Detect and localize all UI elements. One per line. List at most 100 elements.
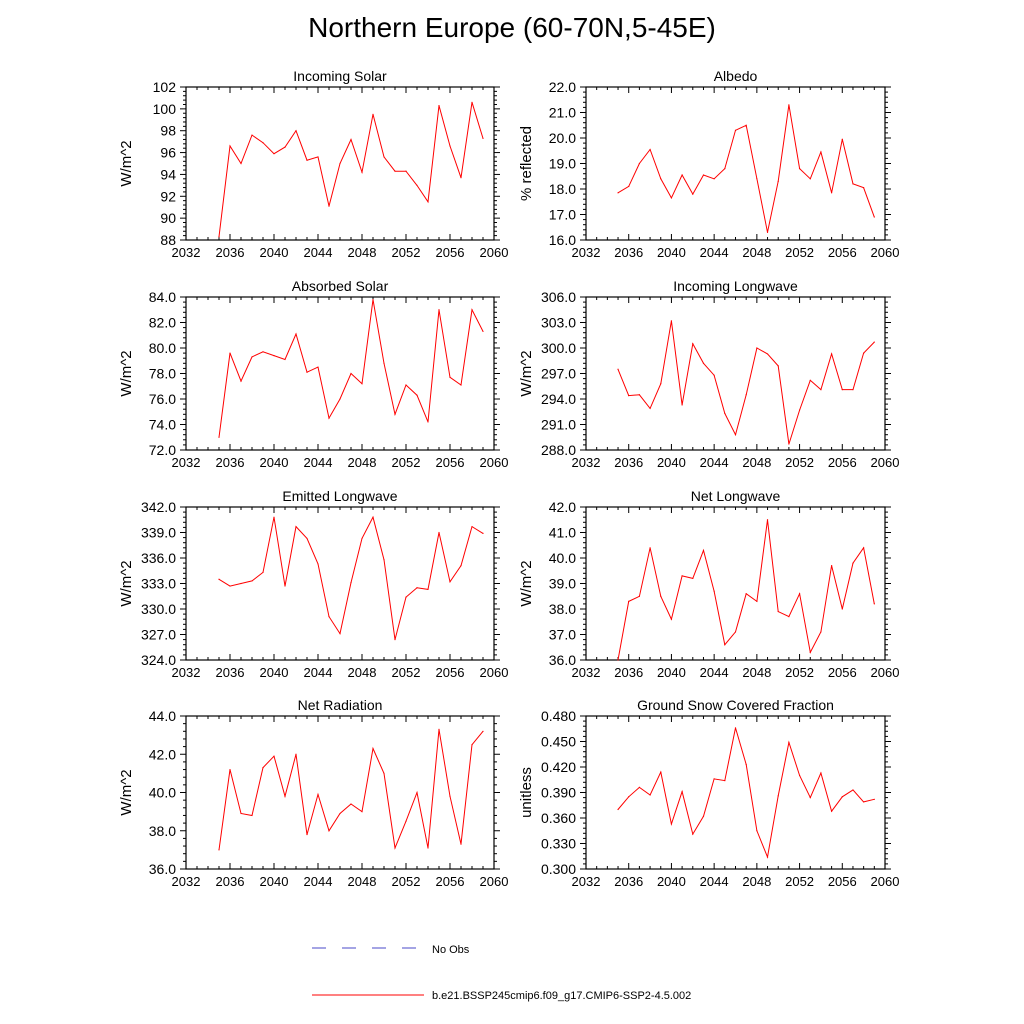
data-point: [852, 562, 854, 564]
y-tick-label: 100: [153, 101, 177, 117]
data-point: [724, 168, 726, 170]
data-point: [427, 847, 429, 849]
data-point: [713, 374, 715, 376]
data-point: [777, 795, 779, 797]
y-tick-label: 78.0: [149, 366, 176, 382]
y-axis-label: W/m^2: [118, 140, 135, 186]
data-point: [649, 407, 651, 409]
data-point: [638, 394, 640, 396]
data-point: [766, 519, 769, 521]
series-line: [617, 320, 875, 445]
data-point: [482, 532, 484, 534]
plot-frame: [585, 296, 886, 451]
x-tick-label: 2032: [172, 455, 201, 470]
data-point: [798, 409, 801, 411]
x-tick-label: 2056: [436, 455, 465, 470]
x-tick-label: 2040: [657, 455, 686, 470]
data-point: [692, 193, 694, 195]
data-point: [788, 616, 790, 618]
data-point: [831, 192, 833, 194]
data-point: [681, 404, 683, 406]
x-tick-label: 2032: [572, 455, 601, 470]
data-point: [251, 814, 253, 817]
panel-title: Incoming Solar: [293, 68, 387, 84]
x-tick-label: 2032: [172, 874, 201, 889]
data-point: [831, 565, 833, 567]
x-tick-label: 2040: [657, 665, 686, 680]
x-tick-label: 2036: [216, 874, 245, 889]
data-point: [702, 549, 705, 551]
data-point: [328, 616, 330, 618]
x-tick-label: 2044: [700, 665, 729, 680]
data-point: [350, 582, 352, 584]
y-axis-label: W/m^2: [518, 350, 535, 396]
data-point: [831, 353, 833, 355]
y-tick-label: 0.390: [541, 785, 576, 801]
y-tick-label: 92: [160, 188, 176, 204]
data-point: [638, 786, 640, 789]
x-tick-label: 2048: [348, 455, 377, 470]
data-point: [449, 145, 451, 147]
y-tick-label: 288.0: [541, 442, 576, 458]
y-axis-label: unitless: [518, 767, 535, 818]
data-point: [777, 610, 779, 613]
data-point: [788, 443, 790, 445]
data-point: [218, 436, 220, 438]
x-tick-label: 2040: [260, 665, 289, 680]
data-point: [798, 168, 801, 170]
series-line: [617, 727, 875, 859]
data-point: [863, 187, 865, 189]
data-point: [660, 383, 662, 385]
data-point: [350, 138, 352, 141]
data-point: [809, 797, 811, 799]
y-tick-label: 36.0: [549, 652, 576, 668]
y-tick-label: 80.0: [149, 340, 176, 356]
panel-title: Incoming Longwave: [673, 278, 798, 294]
data-point: [756, 347, 758, 349]
data-point: [405, 170, 407, 172]
data-point: [229, 145, 231, 147]
data-point: [306, 833, 308, 836]
data-point: [809, 651, 811, 653]
data-point: [416, 394, 418, 396]
data-point: [852, 183, 854, 185]
data-point: [262, 767, 264, 769]
data-point: [482, 137, 484, 139]
data-point: [372, 113, 374, 115]
x-tick-label: 2036: [614, 455, 643, 470]
y-tick-label: 40.0: [549, 550, 576, 566]
data-point: [841, 389, 843, 391]
panel-title: Albedo: [714, 68, 758, 84]
data-point: [438, 309, 440, 311]
data-point: [628, 796, 630, 798]
y-tick-label: 42.0: [149, 746, 176, 762]
panel-5: Emitted Longwave W/m^2 2032 2036 2040 2044 204…: [118, 488, 508, 680]
data-point: [734, 631, 737, 633]
data-point: [449, 581, 451, 583]
data-point: [649, 547, 651, 549]
data-point: [273, 153, 275, 155]
data-point: [372, 516, 374, 518]
data-point: [251, 356, 253, 358]
data-point: [416, 184, 418, 186]
x-tick-label: 2048: [348, 245, 377, 260]
series-line: [617, 104, 875, 233]
data-point: [852, 389, 854, 391]
x-tick-label: 2048: [742, 874, 771, 889]
data-point: [638, 162, 640, 165]
plot-frame: [185, 296, 495, 451]
data-point: [350, 803, 352, 805]
data-point: [798, 593, 801, 595]
data-point: [284, 146, 286, 148]
x-tick-label: 2032: [172, 665, 201, 680]
data-point: [482, 330, 484, 333]
data-point: [745, 124, 747, 126]
data-point: [734, 727, 737, 729]
data-point: [427, 588, 429, 591]
x-tick-label: 2048: [742, 665, 771, 680]
y-tick-label: 94: [160, 166, 176, 182]
data-point: [339, 812, 341, 815]
data-point: [438, 104, 440, 107]
x-tick-label: 2052: [785, 455, 814, 470]
x-tick-label: 2052: [392, 245, 421, 260]
